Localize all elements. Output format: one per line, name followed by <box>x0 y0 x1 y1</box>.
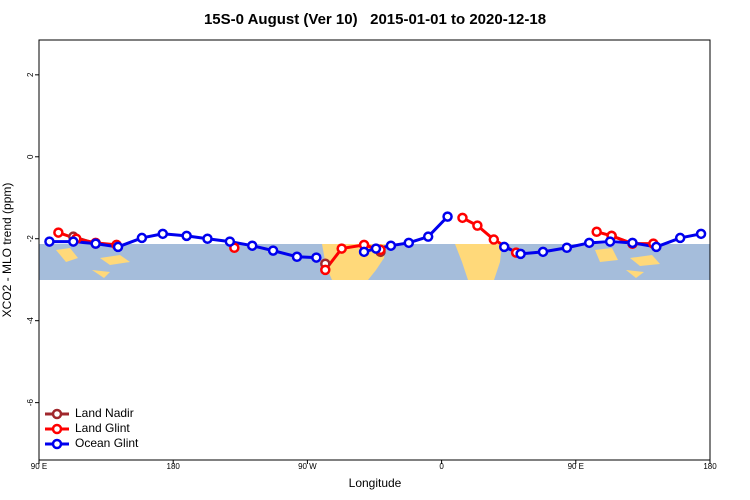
y-tick-label: 0 <box>26 154 35 159</box>
legend-label: Land Glint <box>75 421 130 435</box>
data-point <box>53 227 64 238</box>
legend-marker <box>51 408 63 420</box>
data-point <box>181 230 192 242</box>
data-point <box>537 246 549 258</box>
legend-label: Ocean Glint <box>75 436 139 450</box>
series-line <box>57 216 654 271</box>
data-point <box>385 240 397 251</box>
data-point <box>320 264 331 276</box>
data-point <box>403 237 415 249</box>
y-tick-label: -6 <box>26 399 35 407</box>
data-point <box>604 236 616 247</box>
data-point <box>311 252 322 263</box>
data-point <box>422 231 434 242</box>
data-point <box>44 236 55 247</box>
data-point <box>291 251 303 263</box>
data-point <box>202 233 213 244</box>
data-point <box>498 241 510 253</box>
data-point <box>674 232 686 244</box>
data-point <box>336 243 347 254</box>
legend-marker <box>51 423 63 435</box>
data-point <box>370 243 382 254</box>
x-tick-label: 90 W <box>298 462 317 471</box>
y-tick-label: 2 <box>26 72 35 77</box>
y-tick-label: -4 <box>26 317 35 325</box>
x-tick-label: 90 E <box>31 462 47 471</box>
data-point <box>267 245 279 256</box>
x-tick-label: 180 <box>703 462 717 471</box>
data-point <box>136 232 148 244</box>
series-line <box>72 234 633 246</box>
data-point <box>68 236 79 247</box>
data-point <box>488 234 500 245</box>
data-point <box>591 226 602 238</box>
data-point <box>112 241 124 253</box>
x-tick-label: 0 <box>439 462 444 471</box>
y-axis-label: XCO2 - MLO trend (ppm) <box>0 183 14 318</box>
y-tick-label: -2 <box>26 235 35 243</box>
data-point <box>695 228 707 240</box>
data-point <box>90 238 101 249</box>
data-point <box>651 241 662 253</box>
data-point <box>224 236 236 247</box>
data-point <box>472 220 483 231</box>
data-point <box>583 237 595 249</box>
x-tick-label: 90 E <box>568 462 584 471</box>
data-point <box>561 242 573 253</box>
data-point <box>157 228 169 240</box>
data-point <box>358 246 370 258</box>
legend-marker <box>51 438 63 450</box>
x-axis-label: Longitude <box>349 476 402 490</box>
data-point <box>457 212 468 224</box>
data-point <box>627 237 638 249</box>
data-point <box>442 211 453 222</box>
chart-title: 15S-0 August (Ver 10) 2015-01-01 to 2020… <box>204 11 546 28</box>
x-tick-label: 180 <box>167 462 181 471</box>
data-point <box>515 248 526 260</box>
data-point <box>246 240 258 251</box>
plot-frame <box>38 39 711 461</box>
legend-label: Land Nadir <box>75 406 134 420</box>
